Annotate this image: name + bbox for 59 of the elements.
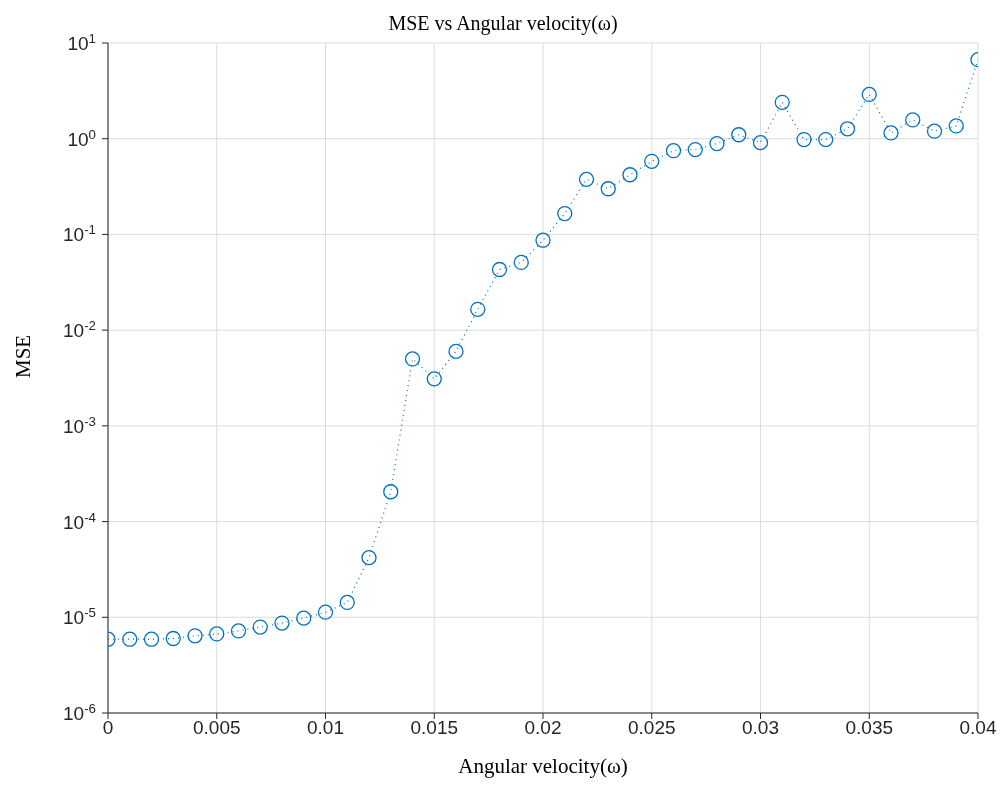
point [774,94,790,110]
point [122,631,138,647]
y-axis-title: MSE [11,334,36,378]
point [926,123,943,139]
x-tick-label: 0 [102,717,114,739]
y-tick-label: 10$^{-5}$ [63,604,96,629]
point [448,343,464,360]
point [361,549,377,566]
x-tick-label: 0.03 [742,717,779,739]
point [383,484,399,500]
point [818,131,834,148]
point [143,631,160,647]
point [752,134,769,151]
x-tick-label: 0.025 [627,717,676,739]
y-tick-label: 10$^{0}$ [67,126,96,150]
y-tick-label: 10$^{1}$ [67,30,96,54]
point [665,143,682,159]
point [339,594,355,611]
x-tick-label: 0.04 [959,717,997,739]
point [622,167,638,183]
point [557,205,573,222]
y-tick-label: 10$^{-2}$ [63,317,96,342]
point [513,254,529,271]
point [274,615,290,631]
x-tick-label: 0.005 [192,717,241,739]
point [426,371,442,387]
point [687,141,703,158]
point [731,127,747,143]
point [600,181,616,197]
point [948,118,964,134]
x-axis-title: Angular velocity(ω) [458,754,628,778]
y-tick-label: 10$^{-4}$ [63,509,96,533]
point [578,171,595,188]
point [644,153,660,170]
chart-title: MSE vs Angular velocity(ω) [388,12,618,34]
point [404,351,421,367]
point [796,131,812,148]
point [209,626,225,642]
x-tick-label: 0.035 [845,717,894,739]
point [861,86,877,103]
y-tick-label: 10$^{-3}$ [63,413,96,437]
y-tick-label: 10$^{-6}$ [63,700,96,724]
point [905,112,921,128]
point [165,630,181,647]
point [491,261,508,278]
point [709,135,725,152]
point [187,628,203,644]
point [535,232,551,248]
point [296,610,312,626]
x-tick-label: 0.02 [524,717,562,739]
x-tick-label: 0.015 [410,717,459,739]
point [230,623,247,639]
point [317,604,334,620]
point [883,125,899,141]
x-tick-label: 0.01 [307,717,344,739]
point [252,619,268,635]
point [470,301,486,317]
y-tick-label: 10$^{-1}$ [63,221,96,246]
point [839,121,856,137]
